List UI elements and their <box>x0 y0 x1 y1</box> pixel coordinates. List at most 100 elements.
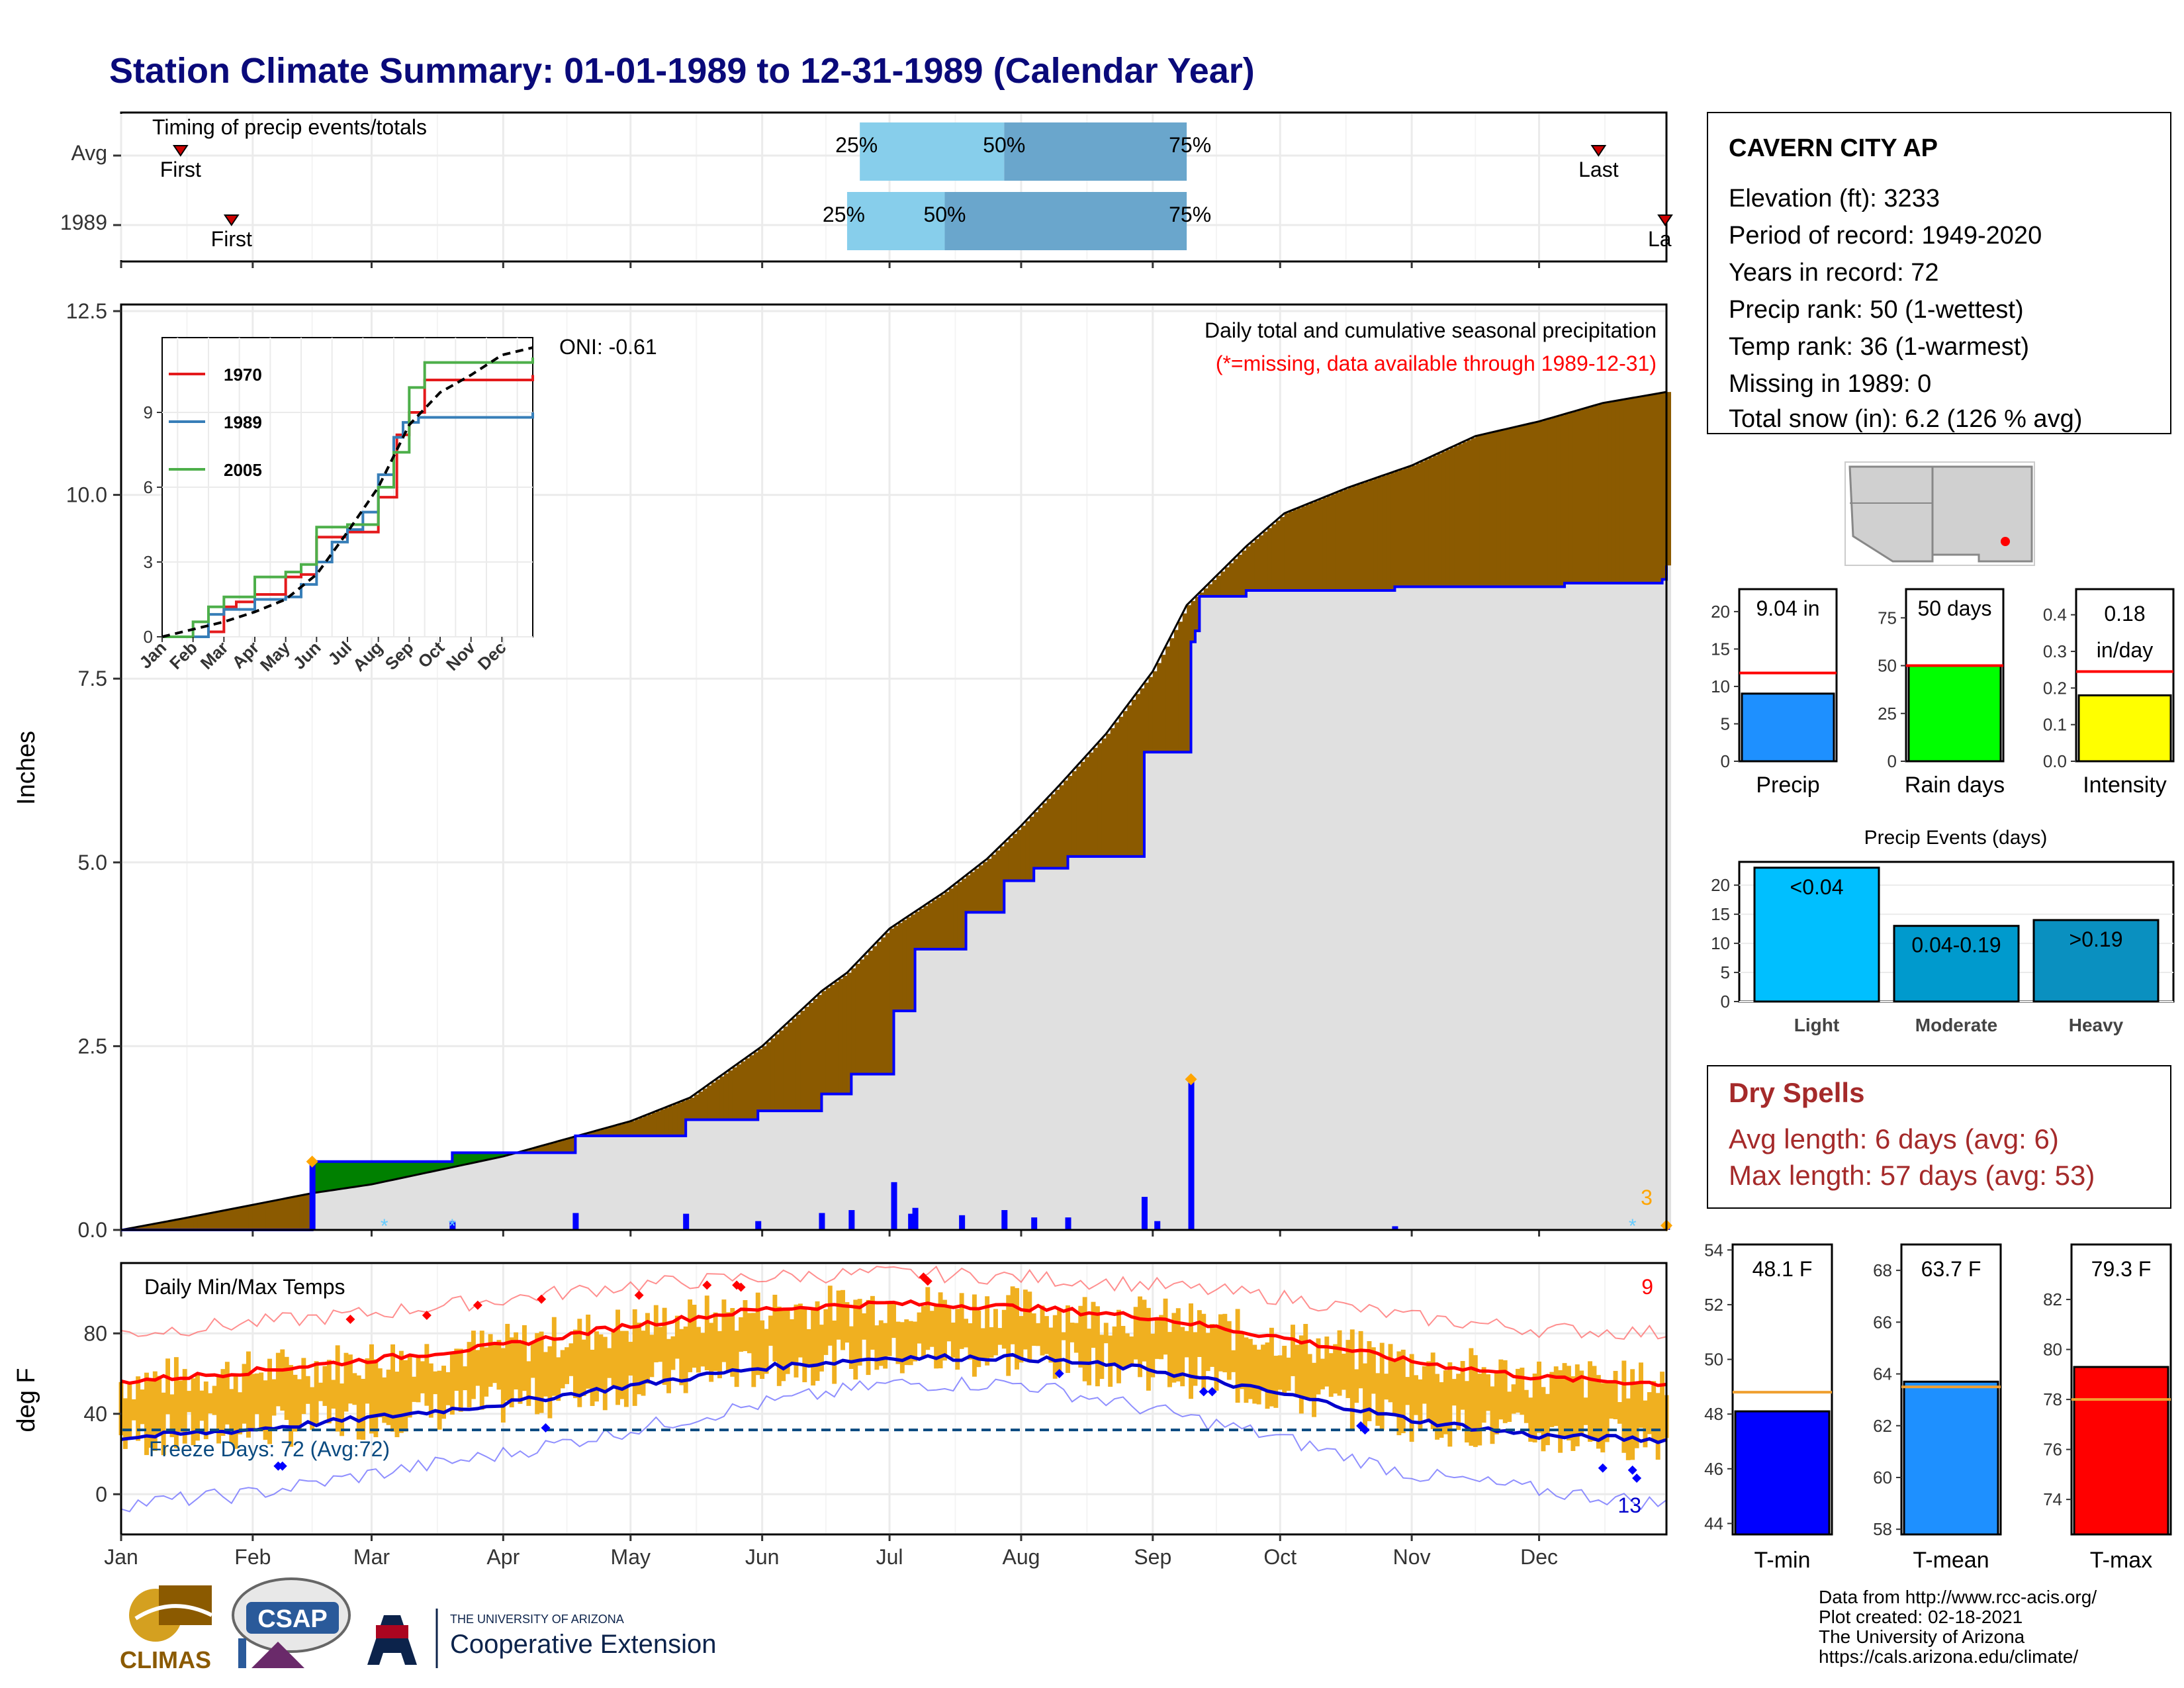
daily-temp-bar <box>1269 1327 1274 1407</box>
climas-logo: CLIMAS <box>120 1585 213 1673</box>
precip-gray-slice <box>1314 590 1319 1230</box>
daily-temp-bar <box>1210 1324 1215 1367</box>
precip-deficit-slice <box>1458 444 1463 587</box>
daily-temp-bar <box>870 1295 875 1350</box>
precip-gray-slice <box>1152 752 1158 1230</box>
precip-deficit-slice <box>1619 400 1625 583</box>
precip-gray-slice <box>363 1186 368 1230</box>
precip-gray-slice <box>897 1011 903 1230</box>
tmean-bar <box>1903 1380 1999 1536</box>
precip-deficit-slice <box>630 1121 635 1136</box>
precip-gray-slice <box>1297 590 1302 1230</box>
precip-surplus-slice <box>410 1161 415 1176</box>
daily-temp-bar <box>1511 1384 1516 1414</box>
daily-temp-bar <box>518 1342 523 1404</box>
precip-value-label: 9.04 in <box>1756 596 1819 620</box>
precip-gray-slice <box>919 949 925 1230</box>
precip-gray-slice <box>1428 586 1433 1230</box>
daily-temp-bar <box>997 1328 1003 1345</box>
timing-last-marker <box>1657 214 1673 226</box>
precip-gray-slice <box>681 1135 686 1230</box>
precip-gray-slice <box>1318 590 1323 1230</box>
daily-temp-bar <box>819 1325 824 1372</box>
precip-deficit-slice <box>150 1224 156 1230</box>
precip-gray-slice <box>320 1192 326 1230</box>
dry-spells-box: Dry Spells Avg length: 6 days (avg: 6) M… <box>1707 1065 2171 1209</box>
inset-y-label: 6 <box>144 477 153 497</box>
precip-deficit-slice <box>1412 465 1417 587</box>
daily-temp-bar <box>781 1309 786 1382</box>
precip-gray-slice <box>1004 880 1009 1230</box>
precip-deficit-slice <box>1560 415 1565 587</box>
precip-gray-slice <box>486 1160 491 1230</box>
timing-pct-75: 75% <box>1169 133 1211 157</box>
temp-title: Daily Min/Max Temps <box>144 1275 345 1299</box>
footer-credits: Data from http://www.rcc-acis.org/ Plot … <box>1819 1587 2097 1667</box>
daily-temp-bar <box>1146 1307 1151 1391</box>
record-low-marker <box>1360 1425 1370 1435</box>
precip-gray-slice <box>728 1119 733 1230</box>
precip-deficit-slice <box>885 933 890 1074</box>
daily-temp-bar <box>806 1329 811 1365</box>
precip-gray-slice <box>1403 586 1408 1230</box>
events-bar-label: <0.04 <box>1790 875 1844 899</box>
daily-temp-bar <box>238 1392 243 1434</box>
daily-temp-bar <box>161 1392 166 1456</box>
daily-temp-bar <box>505 1323 510 1401</box>
precip-deficit-slice <box>821 991 827 1094</box>
precip-gray-slice <box>978 912 983 1230</box>
daily-temp-bar <box>131 1399 136 1421</box>
daily-temp-bar <box>191 1378 196 1446</box>
precip-deficit-slice <box>915 912 920 949</box>
precip-deficit-slice <box>635 1119 640 1136</box>
precip-deficit-slice <box>1356 485 1361 590</box>
precip-gray-slice <box>579 1135 584 1230</box>
tmean-tick-label: 64 <box>1873 1364 1892 1384</box>
precip-gray-slice <box>617 1135 623 1230</box>
daily-temp-bar <box>802 1307 807 1383</box>
precip-deficit-slice <box>282 1199 287 1230</box>
rain_days-tick-label: 25 <box>1878 704 1897 724</box>
daily-temp-bar <box>1553 1366 1559 1427</box>
precip-gray-slice <box>1658 583 1663 1230</box>
daily-temp-bar <box>271 1379 277 1416</box>
precip-deficit-slice <box>1611 401 1616 583</box>
daily-temp-bar <box>1337 1330 1342 1396</box>
timing-panel: Timing of precip events/totals Avg 1989 … <box>60 111 1673 268</box>
precip-gray-slice <box>563 1152 568 1230</box>
daily-temp-bar <box>1371 1347 1376 1394</box>
precip-deficit-slice <box>159 1223 164 1230</box>
precip-gray-slice <box>324 1191 330 1230</box>
daily-temp-bar <box>1592 1366 1597 1442</box>
precip-gray-slice <box>512 1154 517 1230</box>
temp-panel: Daily Min/Max Temps Freeze Days: 72 (Avg… <box>13 1262 1669 1569</box>
precip-gray-slice <box>1046 868 1052 1230</box>
precip-gray-slice <box>414 1175 419 1230</box>
timing-bar-50-75 <box>944 192 1187 250</box>
daily-temp-bar <box>1363 1363 1368 1430</box>
daily-temp-bar <box>1082 1297 1087 1382</box>
daily-temp-bar <box>709 1323 714 1382</box>
daily-temp-bar <box>347 1354 353 1404</box>
precip-name-label: Precip <box>1756 773 1819 798</box>
precip-deficit-slice <box>541 1145 547 1153</box>
avg-tmax-line <box>120 1299 1667 1387</box>
month-label: Aug <box>1002 1545 1040 1569</box>
precip-deficit-slice <box>227 1209 232 1230</box>
precip-deficit-slice <box>707 1085 712 1120</box>
daily-temp-bar <box>1214 1325 1219 1391</box>
precip-deficit-slice <box>1297 508 1302 590</box>
precip-gray-slice <box>541 1152 547 1230</box>
precip-deficit-slice <box>1394 471 1400 587</box>
precip-tick-label: 0 <box>1721 751 1730 771</box>
inset-legend-label: 1989 <box>224 412 262 432</box>
precip-deficit-slice <box>1064 780 1069 868</box>
daily-temp-bar <box>1596 1375 1601 1449</box>
daily-temp-bar <box>1023 1289 1028 1350</box>
precip-gray-slice <box>1122 856 1128 1230</box>
daily-precip-bar <box>1141 1197 1148 1230</box>
daily-temp-bar <box>1036 1323 1041 1346</box>
precip-surplus-slice <box>443 1161 449 1170</box>
precip-deficit-slice <box>1106 733 1111 857</box>
precip-gray-slice <box>443 1169 449 1230</box>
